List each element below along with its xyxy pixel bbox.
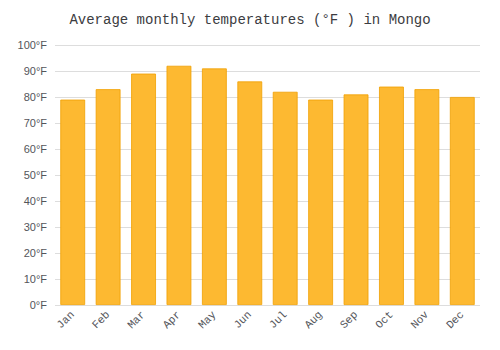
svg-text:70°F: 70°F — [24, 117, 48, 129]
svg-text:Jul: Jul — [267, 309, 289, 331]
svg-text:Apr: Apr — [161, 309, 183, 331]
svg-text:May: May — [196, 308, 219, 331]
svg-text:Dec: Dec — [444, 309, 466, 331]
svg-text:60°F: 60°F — [24, 143, 48, 155]
svg-text:90°F: 90°F — [24, 65, 48, 77]
svg-text:Mar: Mar — [125, 309, 147, 331]
svg-text:20°F: 20°F — [24, 247, 48, 259]
svg-text:0°F: 0°F — [30, 299, 48, 311]
svg-text:10°F: 10°F — [24, 273, 48, 285]
svg-text:Oct: Oct — [373, 309, 395, 331]
svg-text:50°F: 50°F — [24, 169, 48, 181]
svg-text:40°F: 40°F — [24, 195, 48, 207]
svg-text:100°F: 100°F — [18, 39, 48, 51]
svg-text:Aug: Aug — [302, 309, 324, 331]
svg-text:Jun: Jun — [232, 309, 254, 331]
svg-text:Feb: Feb — [90, 309, 112, 331]
svg-text:Sep: Sep — [338, 309, 360, 331]
svg-text:Nov: Nov — [409, 308, 432, 331]
svg-text:Jan: Jan — [54, 309, 76, 331]
svg-text:30°F: 30°F — [24, 221, 48, 233]
svg-text:Average monthly temperatures (: Average monthly temperatures (°F ) in Mo… — [69, 12, 430, 28]
svg-text:80°F: 80°F — [24, 91, 48, 103]
